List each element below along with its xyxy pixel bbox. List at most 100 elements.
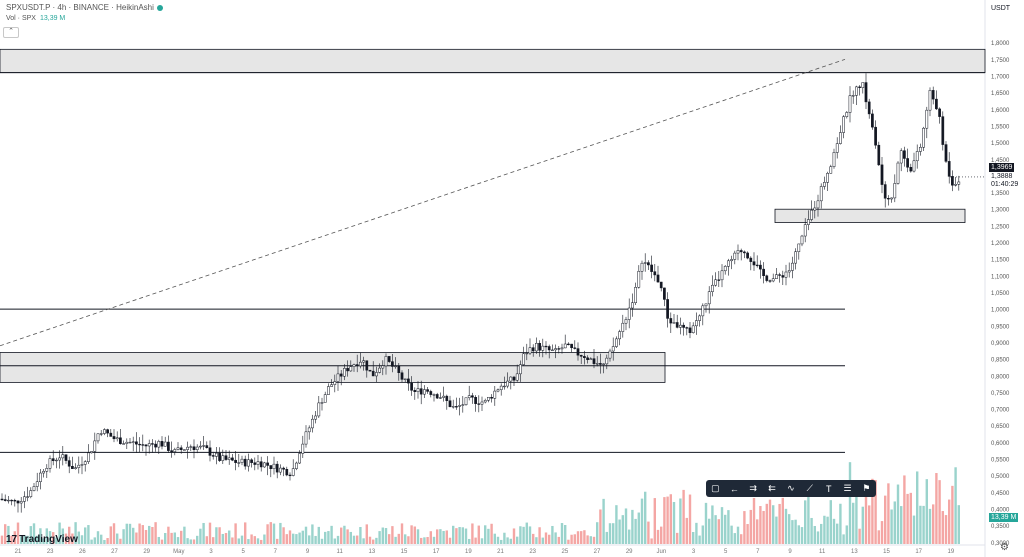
volume-bar (567, 539, 570, 544)
candle-body (231, 457, 234, 461)
arrow-left-icon[interactable]: ← (729, 483, 739, 494)
candle-body (554, 348, 557, 351)
volume-bar (855, 491, 858, 544)
candle-body (931, 90, 935, 100)
volume-bar (506, 537, 509, 544)
candle-body (563, 343, 567, 349)
rectangle-icon[interactable]: ▢ (711, 483, 720, 493)
volume-bar (202, 522, 205, 544)
candle-body (925, 109, 929, 129)
volume-bar (794, 519, 797, 544)
dashed-trendline (0, 58, 846, 347)
price-axis-currency[interactable]: USDT (991, 5, 1011, 12)
candle-body (253, 462, 257, 465)
drawing-toolbar[interactable]: ▢ ← ⇉ ⇇ ∿ ⟋ T ☰ ⚑ (706, 480, 876, 497)
volume-bar (532, 533, 535, 544)
candle-body (304, 431, 308, 445)
volume-bar (768, 499, 772, 544)
volume-bar (554, 532, 557, 544)
last-price-tag: 1,3888 (989, 172, 1015, 181)
volume-bar (871, 478, 874, 544)
volume-bar (4, 524, 7, 544)
candle-body (643, 262, 647, 264)
volume-bar (119, 538, 122, 544)
volume-bar (439, 529, 442, 544)
x-tick-label: 5 (724, 549, 728, 555)
volume-bar (592, 536, 596, 544)
x-tick-label: 15 (883, 549, 890, 555)
candle-body (803, 224, 807, 237)
candle-body (864, 82, 868, 103)
long-position-icon[interactable]: ⇉ (749, 483, 757, 493)
candle-body (541, 345, 545, 351)
candle-body (451, 406, 455, 408)
collapse-legend-button[interactable]: ⌃ (3, 27, 19, 38)
volume-bar (260, 539, 263, 544)
gear-icon[interactable]: ⚙ (1000, 542, 1009, 553)
candle-body (352, 364, 356, 367)
text-icon[interactable]: T (825, 483, 832, 494)
candle-body (375, 372, 378, 377)
candle-body (711, 284, 714, 292)
volume-bar (957, 505, 960, 544)
candle-body (93, 440, 97, 452)
volume-bar (807, 492, 810, 544)
volume-bar (29, 526, 32, 544)
candle-body (723, 266, 727, 272)
list-icon[interactable]: ☰ (843, 483, 852, 493)
candle-body (685, 327, 689, 329)
candle-body (298, 453, 301, 464)
volume-bar (48, 531, 52, 544)
candle-body (26, 496, 29, 498)
short-position-icon[interactable]: ⇇ (768, 483, 776, 493)
candle-body (234, 459, 237, 463)
candle-body (928, 90, 932, 111)
volume-bar (618, 519, 621, 544)
x-tick-label: 13 (851, 549, 858, 555)
volume-bar (740, 534, 743, 544)
candle-body (861, 82, 865, 88)
candle-body (195, 446, 199, 450)
candle-body (192, 446, 196, 450)
y-tick-label: 1,8000 (991, 41, 1010, 47)
candle-body (218, 452, 221, 461)
volume-bar (436, 529, 439, 544)
trend-line-icon[interactable]: ⟋ (806, 483, 813, 493)
volume-bar (720, 507, 724, 544)
volume-bar (445, 530, 448, 544)
candle-body (845, 112, 849, 117)
candle-body (599, 363, 602, 365)
y-tick-label: 0,9000 (991, 341, 1010, 347)
volume-bar (474, 537, 477, 544)
flag-icon[interactable]: ⚑ (862, 483, 871, 493)
candle-body (819, 186, 823, 202)
tradingview-logo[interactable]: 17 TradingView (6, 534, 78, 545)
volume-bar (317, 526, 320, 544)
candle-body (538, 342, 541, 351)
volume-bar (836, 523, 839, 544)
candle-body (16, 500, 20, 504)
candle-body (237, 462, 241, 464)
candle-body (464, 397, 468, 406)
volume-bar (484, 525, 487, 544)
volume-bar (823, 515, 826, 544)
candle-body (99, 433, 103, 435)
candle-body (903, 150, 906, 159)
x-tick-label: May (173, 549, 184, 555)
volume-legend[interactable]: Vol · SPX 13,39 M (6, 15, 65, 22)
candle-body (371, 370, 375, 377)
path-icon[interactable]: ∿ (787, 483, 795, 493)
candle-body (355, 364, 359, 367)
volume-bar (55, 537, 58, 544)
symbol-header[interactable]: SPXUSDT.P · 4h · BINANCE · HeikinAshi (6, 3, 163, 12)
volume-bar (16, 522, 20, 544)
candle-body (605, 357, 609, 365)
volume-bar (800, 527, 804, 544)
candle-body (477, 403, 481, 405)
candle-body (154, 443, 157, 448)
candle-body (592, 358, 596, 364)
volume-bar (893, 501, 896, 544)
volume-bar (954, 467, 957, 544)
volume-bar (842, 534, 845, 544)
